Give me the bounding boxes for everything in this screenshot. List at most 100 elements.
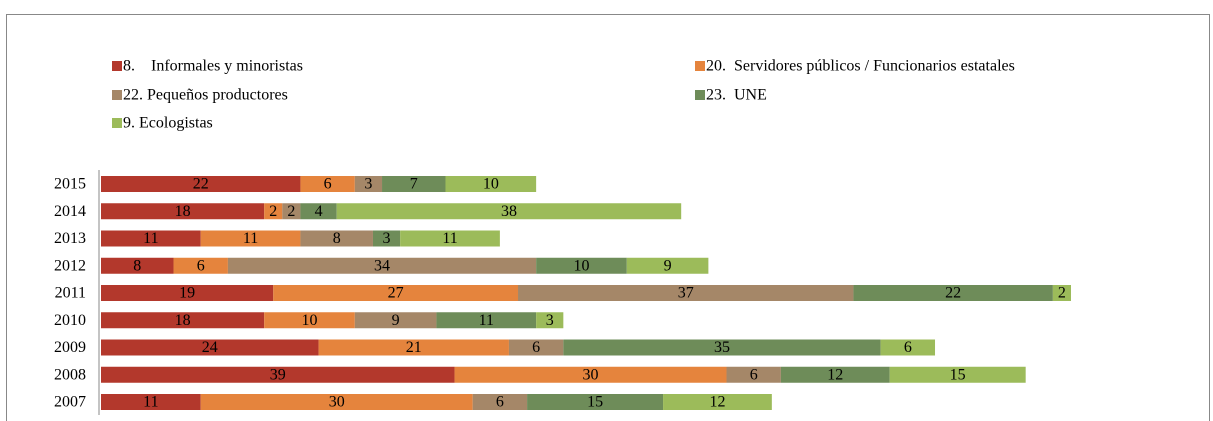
- bar-segment: [173, 257, 228, 274]
- bar-segment: [626, 257, 709, 274]
- data-label: 3: [364, 176, 372, 193]
- data-label: 24: [202, 339, 218, 356]
- bar-segment: [1052, 285, 1071, 301]
- data-label: 34: [374, 257, 390, 274]
- data-label: 9: [392, 312, 400, 329]
- legend-swatch: [112, 90, 122, 100]
- bar-segment: [200, 394, 473, 410]
- data-label: 22: [945, 285, 961, 302]
- data-label: 2: [287, 203, 295, 220]
- bar-segment: [527, 394, 664, 410]
- bar-segment: [101, 230, 201, 247]
- data-label: 18: [175, 203, 191, 220]
- bar-segment: [227, 257, 537, 274]
- data-label: 6: [904, 339, 912, 356]
- data-label: 4: [315, 203, 323, 220]
- bar-segment: [563, 339, 881, 356]
- bar-segment: [300, 203, 337, 220]
- y-tick-label: 2007: [54, 394, 86, 411]
- data-label: 9: [664, 257, 672, 274]
- data-label: 10: [483, 176, 499, 193]
- data-label: 12: [709, 394, 725, 411]
- y-tick-label: 2012: [54, 257, 86, 274]
- legend-label: 8. Informales y minoristas: [123, 58, 303, 75]
- data-label: 12: [827, 366, 843, 383]
- data-label: 6: [532, 339, 540, 356]
- bar-segment: [101, 257, 174, 274]
- bar-segment: [400, 230, 500, 247]
- data-label: 37: [678, 285, 694, 302]
- bar-segment: [336, 203, 682, 220]
- bar-segment: [518, 285, 854, 301]
- bar-segment: [101, 366, 455, 383]
- data-label: 11: [442, 230, 457, 247]
- bar-segment: [889, 366, 1026, 383]
- bar-segment: [264, 312, 355, 329]
- data-label: 38: [501, 203, 517, 220]
- legend-label: 23. UNE: [706, 87, 767, 104]
- bar-segment: [300, 176, 355, 192]
- data-label: 11: [479, 312, 494, 329]
- bar-segment: [853, 285, 1053, 301]
- legend-swatch: [695, 90, 705, 100]
- data-label: 11: [143, 230, 158, 247]
- legend-swatch: [112, 118, 122, 128]
- bar-segment: [101, 176, 301, 192]
- data-label: 6: [197, 257, 205, 274]
- data-label: 6: [750, 366, 758, 383]
- data-label: 2: [269, 203, 277, 220]
- bar-segment: [880, 339, 936, 356]
- legend-swatch: [695, 61, 705, 71]
- data-label: 3: [383, 230, 391, 247]
- data-label: 7: [410, 176, 418, 193]
- data-label: 22: [193, 176, 209, 193]
- data-label: 10: [302, 312, 318, 329]
- bar-segment: [282, 203, 301, 220]
- data-label: 35: [714, 339, 730, 356]
- data-label: 6: [324, 176, 332, 193]
- bar-segment: [200, 230, 301, 247]
- bar-segment: [508, 339, 564, 356]
- data-label: 18: [175, 312, 191, 329]
- bar-segment: [436, 312, 537, 329]
- legend-label: 9. Ecologistas: [123, 115, 213, 132]
- data-label: 15: [950, 366, 966, 383]
- bar-segment: [101, 285, 274, 301]
- legend-label: 22. Pequeños productores: [123, 87, 288, 104]
- bar-segment: [536, 312, 564, 329]
- y-tick-label: 2013: [54, 230, 86, 247]
- y-tick-label: 2008: [54, 366, 86, 383]
- bar-segment: [445, 176, 537, 192]
- bar-segment: [454, 366, 727, 383]
- data-label: 3: [546, 312, 554, 329]
- y-tick-label: 2011: [55, 285, 86, 302]
- data-label: 39: [270, 366, 286, 383]
- bar-segment: [382, 176, 446, 192]
- data-label: 30: [329, 394, 345, 411]
- data-label: 10: [573, 257, 589, 274]
- bar-segment: [101, 394, 201, 410]
- bar-segment: [354, 312, 437, 329]
- data-label: 15: [587, 394, 603, 411]
- bar-segment: [318, 339, 509, 356]
- data-label: 30: [583, 366, 599, 383]
- data-label: 21: [406, 339, 422, 356]
- bar-segment: [300, 230, 373, 247]
- data-label: 6: [496, 394, 504, 411]
- data-label: 8: [333, 230, 341, 247]
- data-label: 8: [133, 257, 141, 274]
- frame: [6, 14, 1210, 421]
- bar-segment: [472, 394, 528, 410]
- bar-segment: [101, 203, 265, 220]
- bar-segment: [780, 366, 890, 383]
- data-label: 2: [1058, 285, 1066, 302]
- y-tick-label: 2010: [54, 312, 86, 329]
- bar-segment: [264, 203, 283, 220]
- data-label: 19: [179, 285, 195, 302]
- bar-segment: [372, 230, 401, 247]
- bar-segment: [663, 394, 772, 410]
- legend-label: 20. Servidores públicos / Funcionarios e…: [706, 58, 1015, 75]
- y-tick-label: 2015: [54, 176, 86, 193]
- bar-segment: [273, 285, 519, 301]
